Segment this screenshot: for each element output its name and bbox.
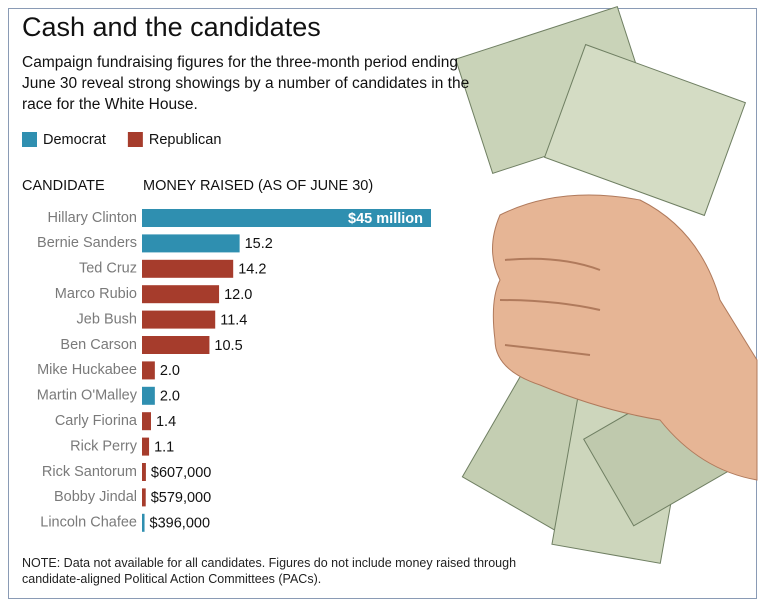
money-illustration [454,6,758,564]
bar [142,336,210,354]
value-label: $579,000 [151,490,211,506]
category-label: Jeb Bush [77,311,137,327]
value-label: 15.2 [245,236,273,252]
bar [142,310,216,329]
bar [142,209,431,227]
legend-swatch [127,132,143,147]
bar [142,463,146,481]
chart-title: Cash and the candidates [22,12,321,42]
chart-subtitle: Campaign fundraising figures for the thr… [22,54,470,113]
value-label: 1.1 [154,439,174,455]
category-label: Ted Cruz [79,261,137,277]
frame [8,8,757,599]
bar [142,259,234,278]
legend-swatch [22,132,37,147]
value-label: $45 million [348,211,423,227]
category-label: Bobby Jindal [54,489,137,505]
bar [142,361,155,380]
legend-label: Democrat [43,132,106,148]
value-label: $607,000 [151,465,211,481]
bar [142,285,220,304]
note: NOTE: Data not available for all candida… [22,556,517,586]
value-header: MONEY RAISED (AS OF JUNE 30) [143,178,373,194]
category-label: Martin O'Malley [37,388,138,404]
category-label: Mike Huckabee [37,362,137,378]
legend-label: Republican [149,132,222,148]
category-label: Marco Rubio [55,286,137,302]
bar [142,513,145,532]
category-label: Rick Perry [70,438,138,454]
value-label: 1.4 [156,414,176,430]
category-label: Bernie Sanders [37,235,137,251]
category-header: CANDIDATE [22,178,105,194]
category-label: Ben Carson [60,337,137,353]
bar [142,412,151,431]
category-label: Carly Fiorina [55,413,138,429]
value-label: 2.0 [160,389,180,405]
value-label: 2.0 [160,363,180,379]
bar [142,437,150,456]
category-label: Lincoln Chafee [40,515,137,531]
bar [142,386,155,405]
category-label: Hillary Clinton [48,210,137,226]
value-label: 10.5 [214,338,242,354]
bar [142,234,240,253]
category-label: Rick Santorum [42,464,137,480]
value-label: 14.2 [238,262,266,278]
value-label: 12.0 [224,287,252,303]
value-label: 11.4 [220,312,247,328]
bar [142,488,146,507]
value-label: $396,000 [150,516,210,532]
